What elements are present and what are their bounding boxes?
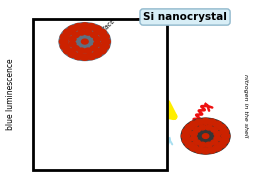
Text: oxidized surface: oxidized surface	[74, 18, 116, 61]
Text: Si nanocrystal: Si nanocrystal	[143, 12, 227, 22]
Text: blue luminescence: blue luminescence	[6, 59, 15, 130]
Text: nitrogen in the shell: nitrogen in the shell	[243, 74, 248, 138]
